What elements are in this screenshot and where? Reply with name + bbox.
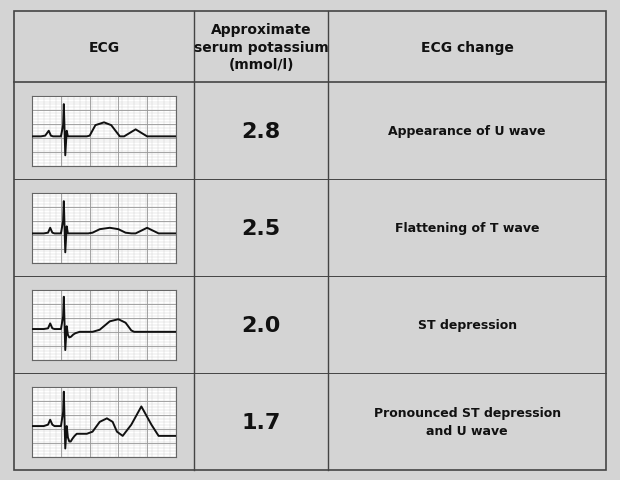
Text: ST depression: ST depression bbox=[417, 319, 516, 332]
Text: 2.0: 2.0 bbox=[241, 315, 281, 335]
Text: Pronounced ST depression
and U wave: Pronounced ST depression and U wave bbox=[373, 407, 560, 437]
Text: Appearance of U wave: Appearance of U wave bbox=[388, 125, 546, 138]
Text: ECG change: ECG change bbox=[420, 40, 513, 55]
Text: 2.8: 2.8 bbox=[241, 121, 281, 142]
Text: Flattening of T wave: Flattening of T wave bbox=[395, 222, 539, 235]
Text: Approximate
serum potassium
(mmol/l): Approximate serum potassium (mmol/l) bbox=[193, 23, 329, 72]
Text: ECG: ECG bbox=[89, 40, 120, 55]
Text: 2.5: 2.5 bbox=[242, 218, 281, 238]
Text: 1.7: 1.7 bbox=[241, 412, 281, 432]
